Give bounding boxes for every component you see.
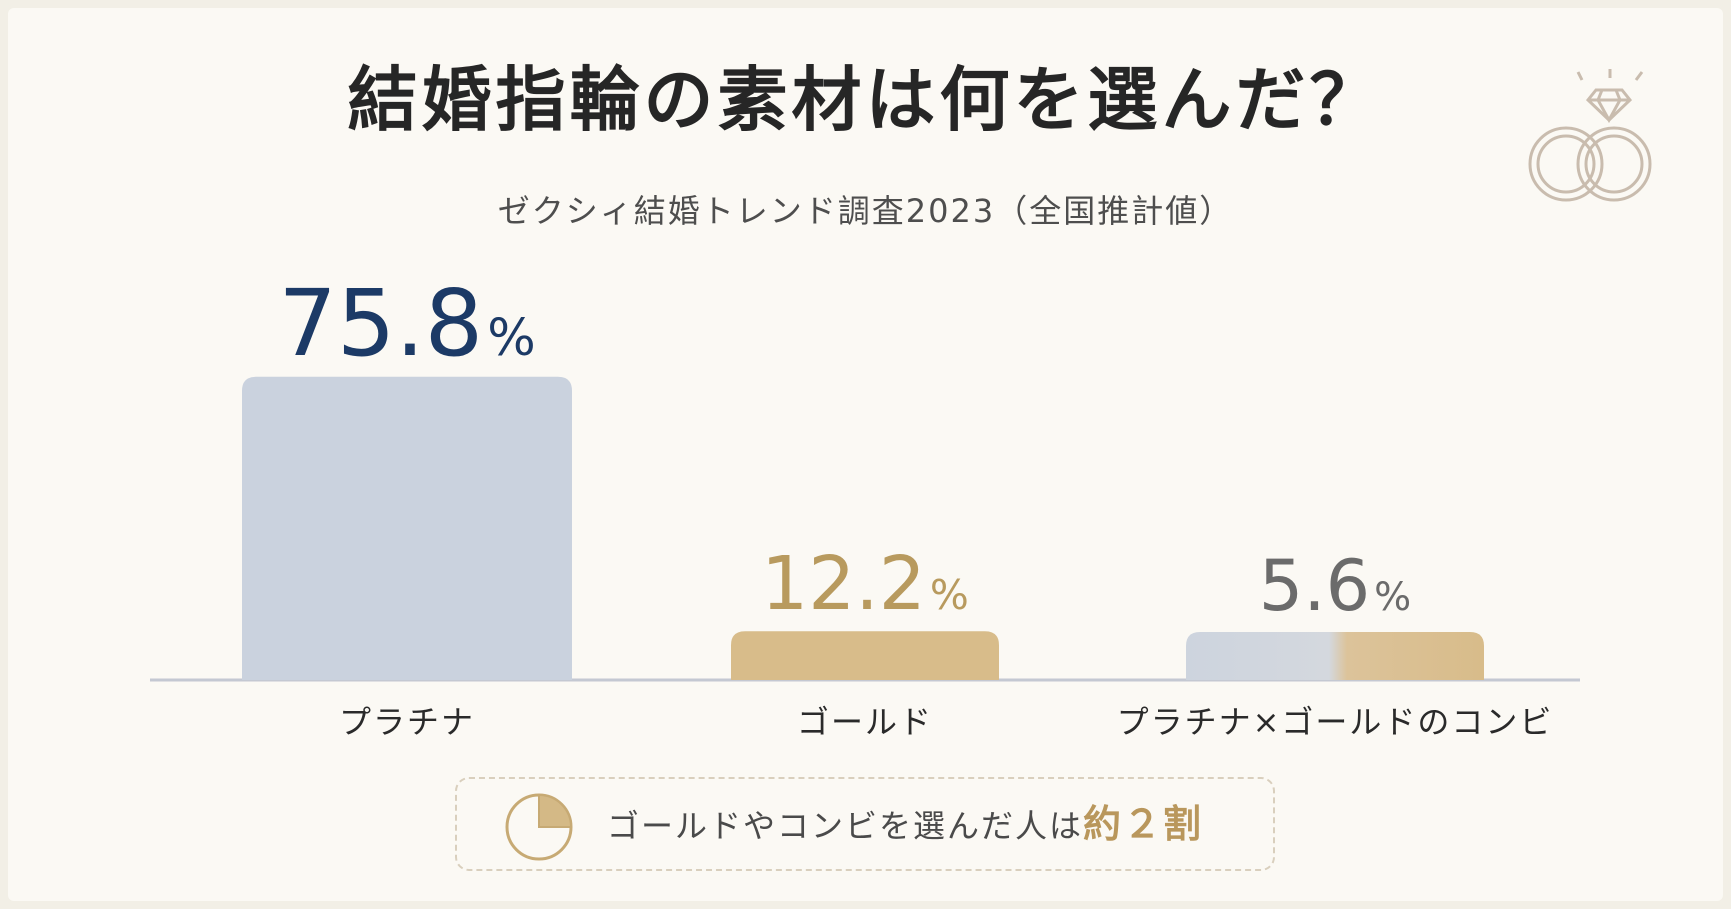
category-label-1: プラチナ (339, 703, 475, 741)
bar-3 (1186, 632, 1484, 680)
bar-2 (731, 631, 999, 680)
category-label-2: ゴールド (797, 703, 933, 741)
chart-subtitle: ゼクシィ結婚トレンド調査2023（全国推計値） (497, 192, 1234, 230)
value-label-3: 5.6% (1259, 545, 1411, 627)
wedding-rings-icon (1528, 69, 1652, 202)
callout-main-text: ゴールドやコンビを選んだ人は (607, 807, 1084, 845)
callout-text: ゴールドやコンビを選んだ人は約２割 (607, 779, 1203, 869)
category-label-3: プラチナ×ゴールドのコンビ (1117, 703, 1554, 741)
chart-title: 結婚指輪の素材は何を選んだ？ (347, 59, 1384, 141)
bar-1 (242, 376, 572, 680)
callout-emphasis: 約２割 (1083, 802, 1204, 846)
value-label-2: 12.2% (761, 541, 969, 627)
summary-callout: ゴールドやコンビを選んだ人は約２割 (455, 777, 1275, 871)
value-label-1: 75.8% (278, 270, 535, 377)
pie-icon (505, 793, 573, 861)
